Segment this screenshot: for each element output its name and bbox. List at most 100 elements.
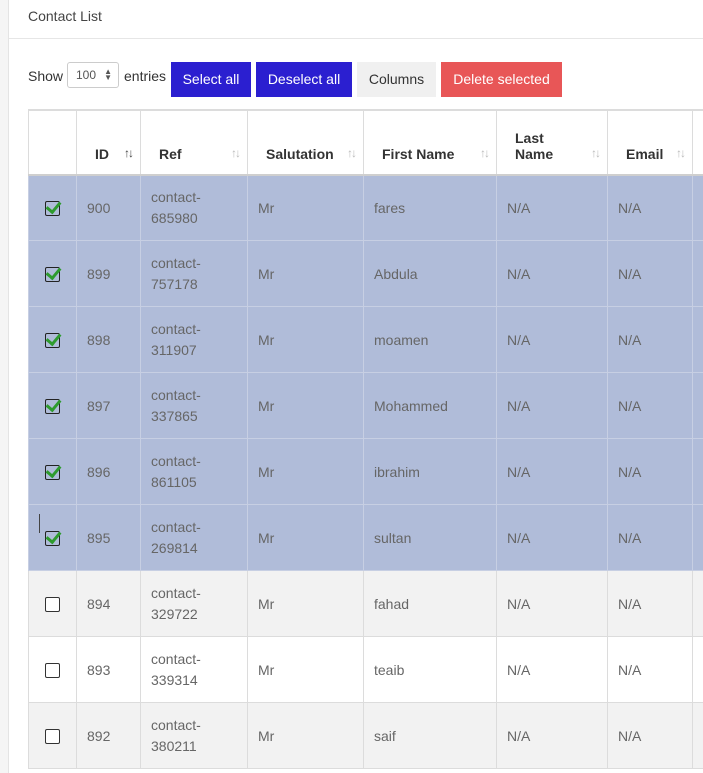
col-first-name-label: First Name bbox=[382, 145, 455, 162]
sort-icon: ↑↓ bbox=[124, 145, 134, 160]
cell-first-name: ibrahim bbox=[363, 438, 497, 505]
cell-ref: contact- 311907 bbox=[140, 306, 248, 373]
cell-ref: contact- 757178 bbox=[140, 240, 248, 307]
row-checkbox[interactable] bbox=[45, 266, 60, 282]
row-checkbox[interactable] bbox=[45, 201, 60, 217]
select-arrows-icon: ▲ ▼ bbox=[104, 67, 112, 82]
card-header: Contact List bbox=[9, 0, 703, 39]
cell-first-name: fahad bbox=[363, 570, 497, 637]
row-select-cell bbox=[28, 570, 77, 637]
row-checkbox[interactable] bbox=[45, 662, 60, 678]
row-checkbox[interactable] bbox=[45, 728, 60, 744]
table-row[interactable]: 899 contact- 757178 Mr Abdula N/A N/A bbox=[28, 240, 703, 307]
contacts-table-wrapper: ID ↑↓ Ref ↑↓ Salutation ↑↓ First Name ↑↓ Las… bbox=[28, 109, 703, 769]
select-all-button[interactable]: Select all bbox=[171, 62, 251, 97]
cell-ref-line-2: 757178 bbox=[151, 275, 198, 292]
cell-first-name: Abdula bbox=[363, 240, 497, 307]
table-row[interactable]: 900 contact- 685980 Mr fares N/A N/A bbox=[28, 174, 703, 241]
row-checkbox[interactable] bbox=[45, 332, 60, 348]
table-row[interactable]: 897 contact- 337865 Mr Mohammed N/A N/A bbox=[28, 372, 703, 439]
cell-first-name: saif bbox=[363, 702, 497, 769]
cell-next bbox=[692, 240, 703, 307]
col-id-label: ID bbox=[95, 145, 109, 162]
sort-icon: ↑↓ bbox=[591, 145, 601, 160]
col-select bbox=[28, 110, 77, 176]
delete-selected-button[interactable]: Delete selected bbox=[441, 62, 562, 97]
columns-button[interactable]: Columns bbox=[357, 62, 436, 97]
cell-id: 900 bbox=[76, 174, 141, 241]
table-row[interactable]: 895 contact- 269814 Mr sultan N/A N/A bbox=[28, 504, 703, 571]
cell-ref: contact- 269814 bbox=[140, 504, 248, 571]
row-select-cell bbox=[28, 438, 77, 505]
col-email[interactable]: Email ↑↓ bbox=[607, 110, 693, 176]
cell-id: 892 bbox=[76, 702, 141, 769]
col-ref[interactable]: Ref ↑↓ bbox=[140, 110, 248, 176]
cell-ref: contact- 329722 bbox=[140, 570, 248, 637]
cell-ref-line-1: contact- bbox=[151, 188, 201, 205]
col-salutation-label: Salutation bbox=[266, 145, 334, 162]
cell-ref-line-2: 380211 bbox=[151, 737, 197, 754]
cell-ref-line-1: contact- bbox=[151, 320, 201, 337]
row-select-cell bbox=[28, 636, 77, 703]
cell-next bbox=[692, 174, 703, 241]
col-next[interactable] bbox=[692, 110, 703, 176]
cell-ref: contact- 685980 bbox=[140, 174, 248, 241]
cell-last-name: N/A bbox=[496, 438, 608, 505]
col-first-name[interactable]: First Name ↑↓ bbox=[363, 110, 497, 176]
table-row[interactable]: 893 contact- 339314 Mr teaib N/A N/A bbox=[28, 636, 703, 703]
cell-id: 896 bbox=[76, 438, 141, 505]
cell-first-name: fares bbox=[363, 174, 497, 241]
cell-next bbox=[692, 570, 703, 637]
cell-ref-line-2: 269814 bbox=[151, 539, 198, 556]
cell-salutation: Mr bbox=[247, 372, 364, 439]
cell-ref-line-2: 685980 bbox=[151, 209, 198, 226]
row-checkbox[interactable] bbox=[45, 464, 60, 480]
cell-salutation: Mr bbox=[247, 306, 364, 373]
deselect-all-button[interactable]: Deselect all bbox=[256, 62, 352, 97]
col-last-name[interactable]: Last Name ↑↓ bbox=[496, 110, 608, 176]
col-id[interactable]: ID ↑↓ bbox=[76, 110, 141, 176]
row-checkbox[interactable] bbox=[45, 530, 60, 546]
cell-salutation: Mr bbox=[247, 240, 364, 307]
cell-first-name: Mohammed bbox=[363, 372, 497, 439]
row-select-cell bbox=[28, 702, 77, 769]
page-length-select[interactable]: 100 ▲ ▼ bbox=[67, 62, 119, 88]
row-checkbox[interactable] bbox=[45, 596, 60, 612]
cell-salutation: Mr bbox=[247, 174, 364, 241]
cell-ref-line-1: contact- bbox=[151, 518, 201, 535]
cell-ref-line-2: 337865 bbox=[151, 407, 198, 424]
cell-ref: contact- 337865 bbox=[140, 372, 248, 439]
cell-ref-line-2: 311907 bbox=[151, 341, 197, 358]
cell-last-name: N/A bbox=[496, 240, 608, 307]
col-salutation[interactable]: Salutation ↑↓ bbox=[247, 110, 364, 176]
col-email-label: Email bbox=[626, 145, 664, 162]
table-row[interactable]: 892 contact- 380211 Mr saif N/A N/A bbox=[28, 702, 703, 769]
cell-ref: contact- 380211 bbox=[140, 702, 248, 769]
cell-salutation: Mr bbox=[247, 438, 364, 505]
cell-ref-line-1: contact- bbox=[151, 716, 201, 733]
cell-email: N/A bbox=[607, 570, 693, 637]
cell-ref-line-2: 329722 bbox=[151, 605, 198, 622]
cell-ref-line-1: contact- bbox=[151, 584, 201, 601]
cell-ref: contact- 861105 bbox=[140, 438, 248, 505]
cell-last-name: N/A bbox=[496, 306, 608, 373]
row-checkbox[interactable] bbox=[45, 398, 60, 414]
cell-id: 897 bbox=[76, 372, 141, 439]
cell-next bbox=[692, 636, 703, 703]
cell-last-name: N/A bbox=[496, 372, 608, 439]
cell-ref-line-1: contact- bbox=[151, 254, 201, 271]
table-row[interactable]: 898 contact- 311907 Mr moamen N/A N/A bbox=[28, 306, 703, 373]
page-title: Contact List bbox=[28, 8, 102, 24]
cell-first-name: moamen bbox=[363, 306, 497, 373]
cell-ref-line-1: contact- bbox=[151, 650, 201, 667]
cell-next bbox=[692, 504, 703, 571]
table-header-row: ID ↑↓ Ref ↑↓ Salutation ↑↓ First Name ↑↓ Las… bbox=[28, 110, 703, 176]
cell-ref-line-2: 339314 bbox=[151, 671, 198, 688]
cell-first-name: teaib bbox=[363, 636, 497, 703]
page-length-value: 100 bbox=[76, 68, 97, 82]
table-row[interactable]: 896 contact- 861105 Mr ibrahim N/A N/A bbox=[28, 438, 703, 505]
cell-next bbox=[692, 702, 703, 769]
table-row[interactable]: 894 contact- 329722 Mr fahad N/A N/A bbox=[28, 570, 703, 637]
cell-last-name: N/A bbox=[496, 504, 608, 571]
cell-next bbox=[692, 306, 703, 373]
